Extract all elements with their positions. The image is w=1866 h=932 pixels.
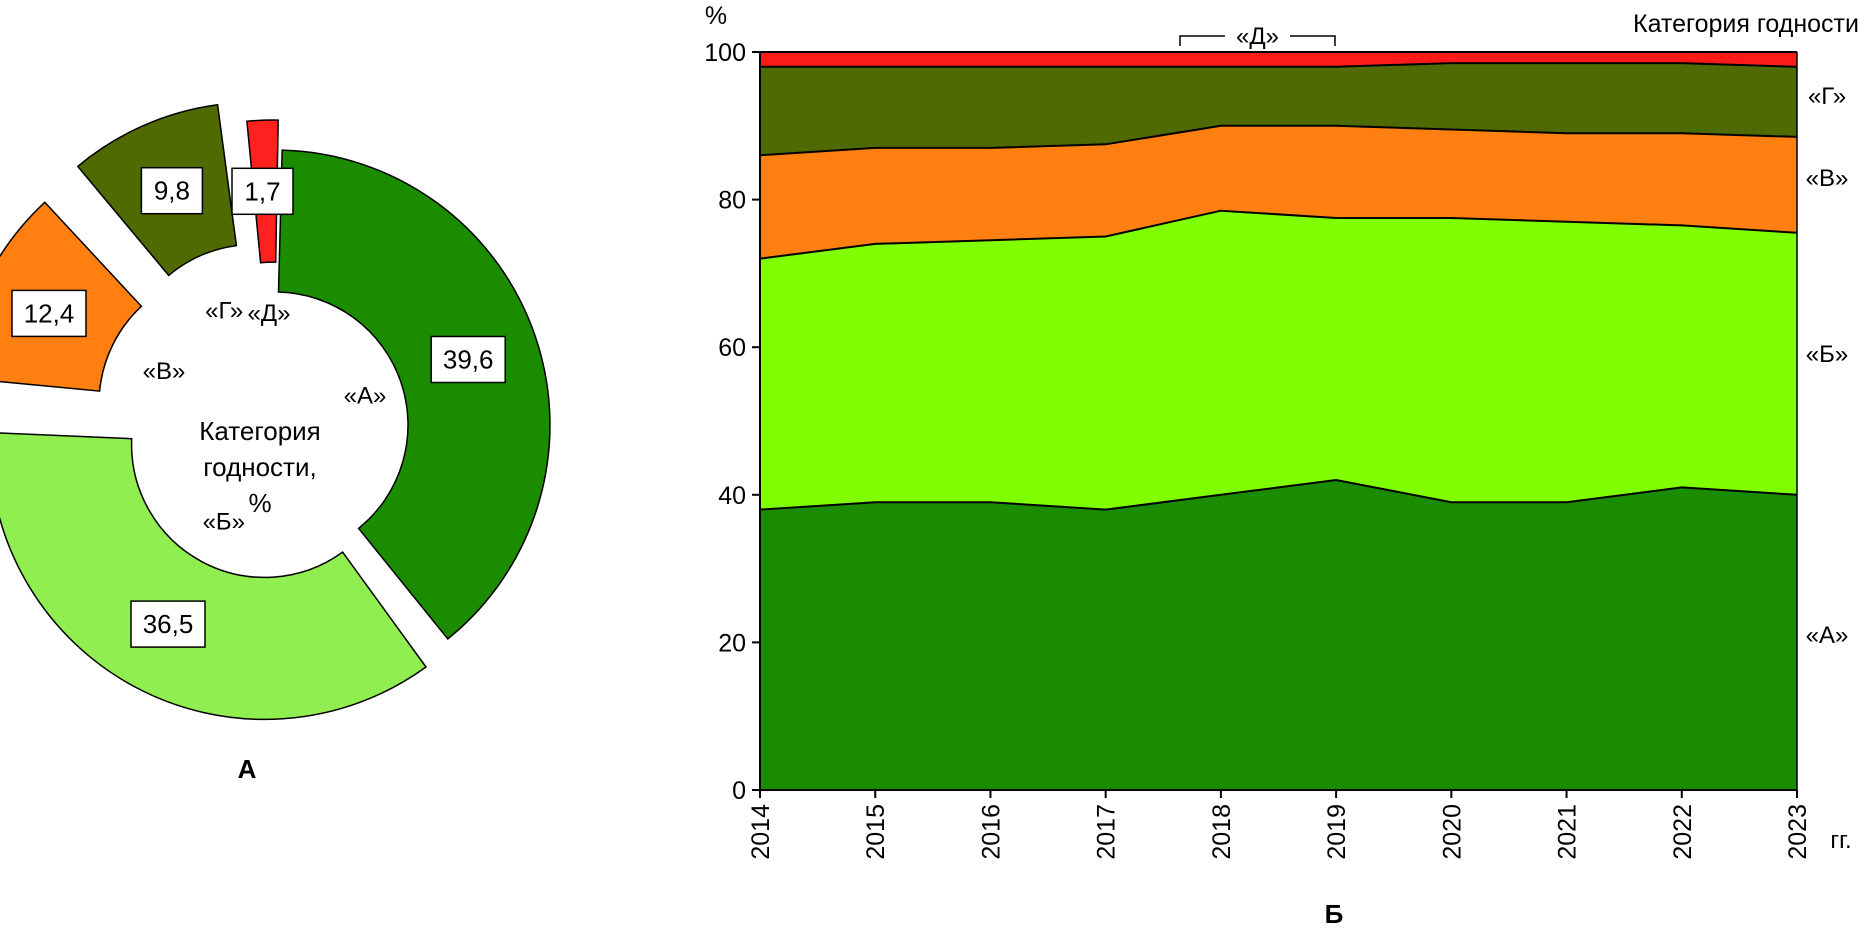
series-label: «А» [1806, 622, 1849, 649]
x-tick-label: 2017 [1093, 804, 1121, 860]
x-tick-label: 2016 [977, 804, 1005, 860]
series-label: «В» [1806, 165, 1849, 192]
area-series-boundary [759, 209, 1798, 260]
donut-chart-panel: 39,6 «А» 36,5 «Б» 12,4 «В» 9,8 «Г» 1,7 «Д» Категор… [0, 103, 551, 721]
series-d-bracket-left [1179, 35, 1225, 46]
series-label: «Б» [1806, 341, 1848, 368]
y-tick-label: 80 [718, 187, 746, 215]
x-tick-label: 2021 [1554, 804, 1582, 860]
y-tick-label: 0 [732, 777, 746, 805]
panel-b-label: Б [1325, 899, 1344, 927]
slice-value-label: 1,7 [244, 176, 280, 206]
area-chart-panel: 0 20 40 60 80 100% 2014 2015 2016 2017 2018 2019 202… [704, 2, 1859, 860]
x-tick-label: 2023 [1784, 804, 1812, 860]
chart-title: Категория годности [1633, 10, 1859, 38]
slice-value-label: 36,5 [143, 609, 194, 639]
slice-value-box [130, 600, 206, 648]
panel-a-label: А [238, 754, 257, 784]
slice-value-box [231, 167, 294, 216]
slice-value-box [140, 166, 204, 215]
slice-value-label: 39,6 [443, 345, 494, 375]
y-tick-label: 40 [718, 482, 746, 510]
y-tick-label: 100 [704, 39, 746, 67]
area-series [760, 125, 1797, 259]
x-tick-label: 2022 [1669, 804, 1697, 860]
slice-category-label: «Д» [248, 300, 291, 327]
y-axis-label: % [705, 2, 727, 30]
x-tick-label: 2020 [1438, 804, 1466, 860]
area-series [760, 52, 1797, 67]
slice-value-box [430, 335, 506, 384]
y-tick-label: 20 [718, 629, 746, 657]
slice-value-label: 12,4 [24, 298, 75, 328]
slice-value-label: 9,8 [154, 176, 190, 206]
slice-value-box [11, 289, 87, 338]
area-series [760, 480, 1797, 790]
x-tick-label: 2019 [1323, 804, 1351, 860]
series-label: «Г» [1808, 83, 1846, 110]
slice-category-label: «В» [143, 358, 186, 385]
donut-center-title-line: Категория [199, 416, 321, 446]
slice-category-label: «Б» [203, 508, 245, 535]
x-tick-label: 2014 [747, 804, 775, 860]
slice-category-label: «Г» [205, 298, 243, 325]
slice-category-label: «А» [344, 383, 387, 410]
y-tick-label: 60 [718, 334, 746, 362]
area-series-boundary [759, 478, 1798, 511]
x-tick-label: 2018 [1208, 804, 1236, 860]
series-d-bracket-right [1290, 35, 1336, 46]
donut-slice [0, 432, 428, 721]
series-label: «Д» [1236, 23, 1279, 50]
x-tick-label: 2015 [862, 804, 890, 860]
area-series-boundary [760, 62, 1798, 68]
donut-slice [277, 149, 551, 640]
area-series-boundary [759, 124, 1798, 157]
x-axis-label: гг. [1830, 827, 1851, 854]
donut-center-title-line: % [248, 488, 271, 518]
area-series [760, 210, 1797, 510]
donut-center-title-line: годности, [203, 452, 316, 482]
